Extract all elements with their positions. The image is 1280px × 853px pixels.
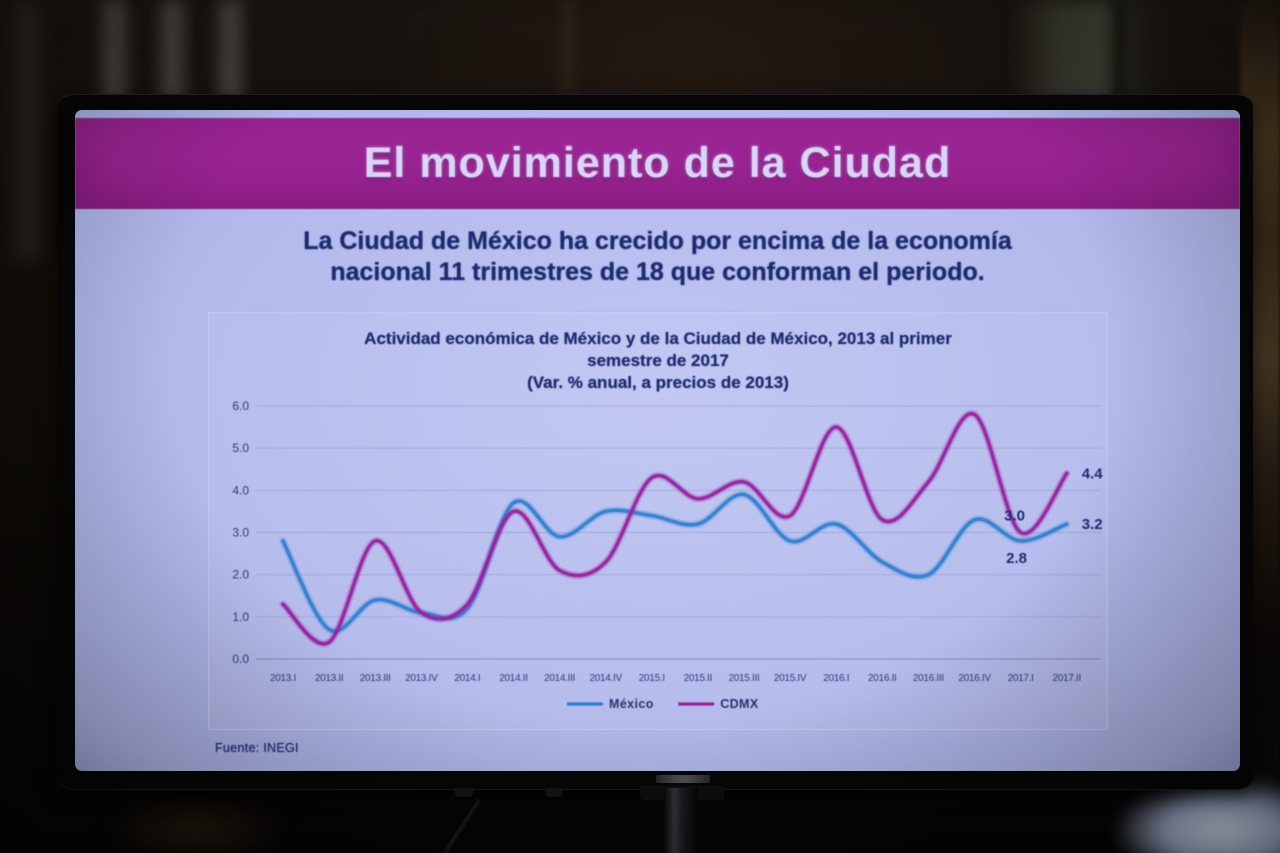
slide-title: El movimiento de la Ciudad (363, 139, 952, 187)
y-axis-tick-label: 6.0 (232, 399, 249, 413)
x-axis-tick-label: 2017.I (1008, 673, 1034, 684)
data-label-3.0: 3.0 (1004, 507, 1025, 524)
data-label-2.8: 2.8 (1006, 550, 1027, 567)
y-axis-tick-label: 3.0 (232, 525, 249, 539)
x-axis-tick-label: 2013.I (270, 673, 296, 684)
x-axis-tick-label: 2017.II (1052, 673, 1080, 684)
x-axis-tick-label: 2016.III (913, 673, 944, 684)
y-axis-tick-label: 1.0 (232, 610, 249, 624)
x-axis-tick-label: 2014.II (499, 673, 527, 684)
chart-title-line3: (Var. % anual, a precios de 2013) (527, 373, 789, 392)
slide-subtitle: La Ciudad de México ha crecido por encim… (75, 226, 1240, 288)
chart-title-line2: semestre de 2017 (587, 351, 729, 370)
mount-screw (545, 788, 563, 797)
data-label-4.4: 4.4 (1082, 465, 1104, 482)
blurred-object-bottom-right (1118, 780, 1280, 853)
chart-title: Actividad económica de México y de la Ci… (209, 328, 1107, 394)
y-axis-tick-label: 4.0 (232, 483, 249, 497)
y-axis-tick-label: 5.0 (232, 441, 249, 455)
chart-title-line1: Actividad económica de México y de la Ci… (364, 329, 952, 348)
tv-screen-slide: El movimiento de la Ciudad La Ciudad de … (75, 110, 1240, 771)
slide-subtitle-line1: La Ciudad de México ha crecido por encim… (303, 227, 1012, 255)
legend-label-mexico: México (609, 697, 654, 711)
x-axis-tick-label: 2015.III (729, 673, 760, 684)
legend-label-cdmx: CDMX (720, 697, 759, 711)
cable (426, 798, 481, 853)
x-axis-tick-label: 2014.I (454, 673, 480, 684)
chart-plot: 0.0 1.0 2.0 3.0 4.0 5.0 6.0 2013.I 2013.II 2013.I… (232, 399, 1104, 711)
slide-content: El movimiento de la Ciudad La Ciudad de … (75, 110, 1240, 771)
x-axis-tick-label: 2013.III (360, 673, 391, 684)
blurred-object-bottom-left (100, 795, 290, 853)
y-axis-tick-label: 2.0 (232, 568, 249, 582)
chart-panel: 0.0 1.0 2.0 3.0 4.0 5.0 6.0 2013.I 2013.II 2013.I… (208, 312, 1108, 730)
x-axis-tick-label: 2016.I (823, 673, 849, 684)
series-line-glow-mexico (279, 490, 1071, 635)
data-label-3.2: 3.2 (1082, 516, 1103, 533)
slide-header-banner: El movimiento de la Ciudad (75, 118, 1240, 209)
wall-shadow-far-left (14, 0, 40, 260)
x-axis-tick-label: 2016.II (868, 673, 896, 684)
y-axis-tick-label: 0.0 (232, 652, 249, 666)
x-axis-tick-label: 2014.IV (590, 673, 623, 684)
x-axis-tick-label: 2015.I (639, 673, 665, 684)
door-edge-shadow (560, 0, 576, 110)
tv-stand-pole (664, 788, 698, 853)
series-line-cdmx (281, 411, 1069, 646)
x-axis-tick-label: 2013.IV (405, 673, 438, 684)
tv-logo (656, 775, 710, 783)
tv-frame: El movimiento de la Ciudad La Ciudad de … (57, 94, 1253, 800)
x-axis-tick-label: 2015.II (684, 673, 712, 684)
mount-screw (455, 788, 473, 797)
x-axis-tick-label: 2015.IV (774, 673, 807, 684)
x-axis-tick-label: 2013.II (315, 673, 343, 684)
x-axis-tick-label: 2014.III (544, 673, 575, 684)
source-text: Fuente: INEGI (215, 741, 299, 755)
x-axis-tick-label: 2016.IV (958, 673, 991, 684)
series-line-mexico (281, 492, 1069, 633)
slide-subtitle-line2: nacional 11 trimestres de 18 que conform… (330, 258, 985, 286)
